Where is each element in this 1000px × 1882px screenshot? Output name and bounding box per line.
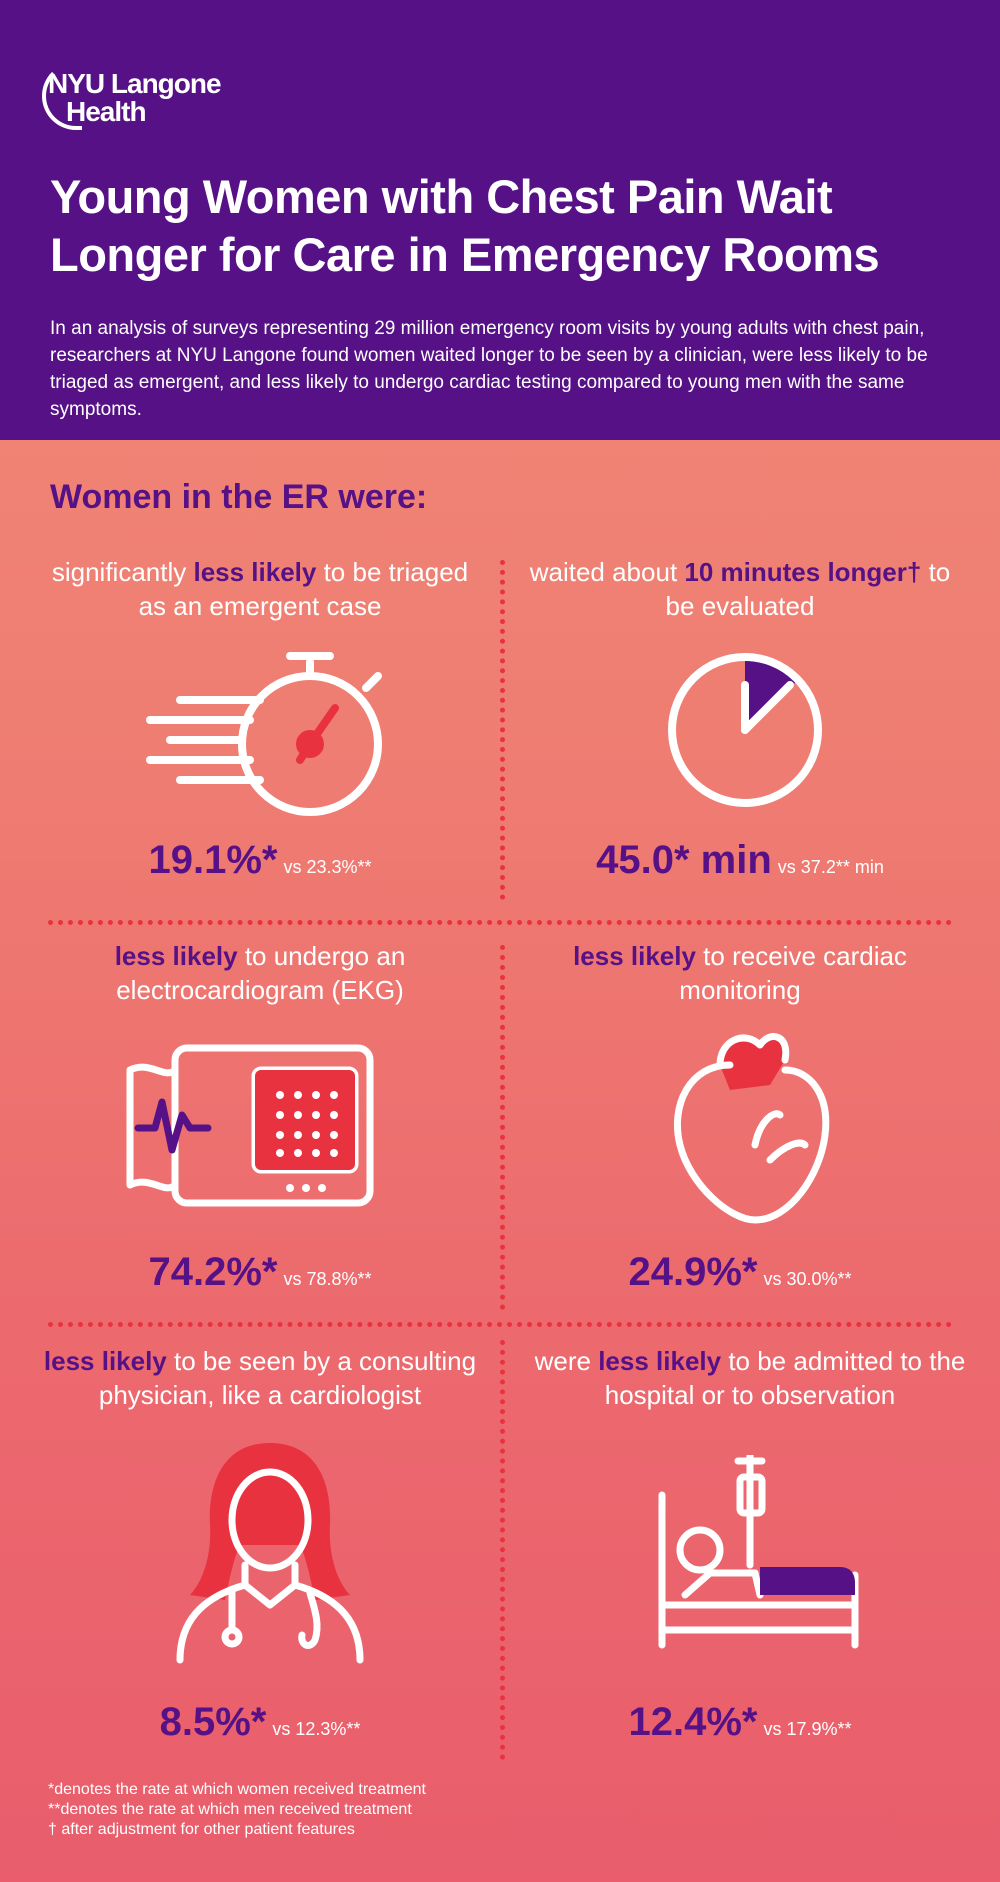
footnote-women: *denotes the rate at which women receive…	[48, 1781, 426, 1798]
footnotes: *denotes the rate at which women receive…	[48, 1780, 426, 1840]
cell-5-description: less likely to be seen by a consulting p…	[43, 1346, 477, 1410]
divider-horizontal-2	[48, 1322, 952, 1327]
doctor-icon	[176, 1443, 364, 1664]
cell-6-description: were less likely to be admitted to the h…	[534, 1346, 966, 1410]
cell-2-stat: 45.0* min vs 37.2** min	[520, 838, 960, 883]
cell-3-description: less likely to undergo an electrocardiog…	[114, 941, 406, 1005]
heart-icon	[673, 1033, 830, 1224]
header-banner: NYU Langone Health Young Women with Ches…	[0, 0, 1000, 440]
ekg-machine-icon	[126, 1044, 374, 1207]
men-rate: vs 78.8%**	[283, 1269, 372, 1289]
cell-4-description: less likely to receive cardiac monitorin…	[573, 941, 907, 1005]
cell-1-description: significantly less likely to be triaged …	[51, 557, 469, 621]
men-rate: vs 12.3%**	[272, 1719, 361, 1739]
cell-6-stat: 12.4%* vs 17.9%**	[520, 1700, 960, 1745]
men-rate: vs 23.3%**	[283, 857, 372, 877]
cell-3-stat: 74.2%* vs 78.8%**	[40, 1250, 480, 1295]
cell-1-stat: 19.1%* vs 23.3%**	[40, 838, 480, 883]
women-rate: 74.2%*	[148, 1250, 278, 1294]
women-rate: 19.1%*	[148, 838, 278, 882]
cell-4-stat: 24.9%* vs 30.0%**	[520, 1250, 960, 1295]
divider-vertical-1	[500, 560, 505, 900]
page-title: Young Women with Chest Pain Wait Longer …	[50, 170, 880, 282]
women-rate: 45.0* min	[596, 838, 772, 882]
stopwatch-icon	[146, 652, 382, 816]
women-rate: 12.4%*	[628, 1700, 758, 1744]
cell-5-stat: 8.5%* vs 12.3%**	[40, 1700, 480, 1745]
footnote-men: **denotes the rate at which men received…	[48, 1801, 412, 1818]
cell-2-description: waited about 10 minutes longer† to be ev…	[529, 557, 951, 621]
clock-icon	[668, 653, 822, 807]
women-rate: 24.9%*	[628, 1250, 758, 1294]
men-rate: vs 30.0%**	[763, 1269, 852, 1289]
divider-vertical-3	[500, 1340, 505, 1760]
divider-vertical-2	[500, 945, 505, 1310]
women-rate: 8.5%*	[159, 1700, 267, 1744]
divider-horizontal-1	[48, 920, 952, 925]
men-rate: vs 17.9%**	[763, 1719, 852, 1739]
footnote-adjustment: † after adjustment for other patient fea…	[48, 1821, 355, 1838]
intro-text: In an analysis of surveys representing 2…	[50, 318, 928, 420]
hospital-bed-icon	[658, 1455, 859, 1649]
section-heading: Women in the ER were:	[50, 478, 428, 516]
men-rate: vs 37.2** min	[777, 857, 884, 877]
